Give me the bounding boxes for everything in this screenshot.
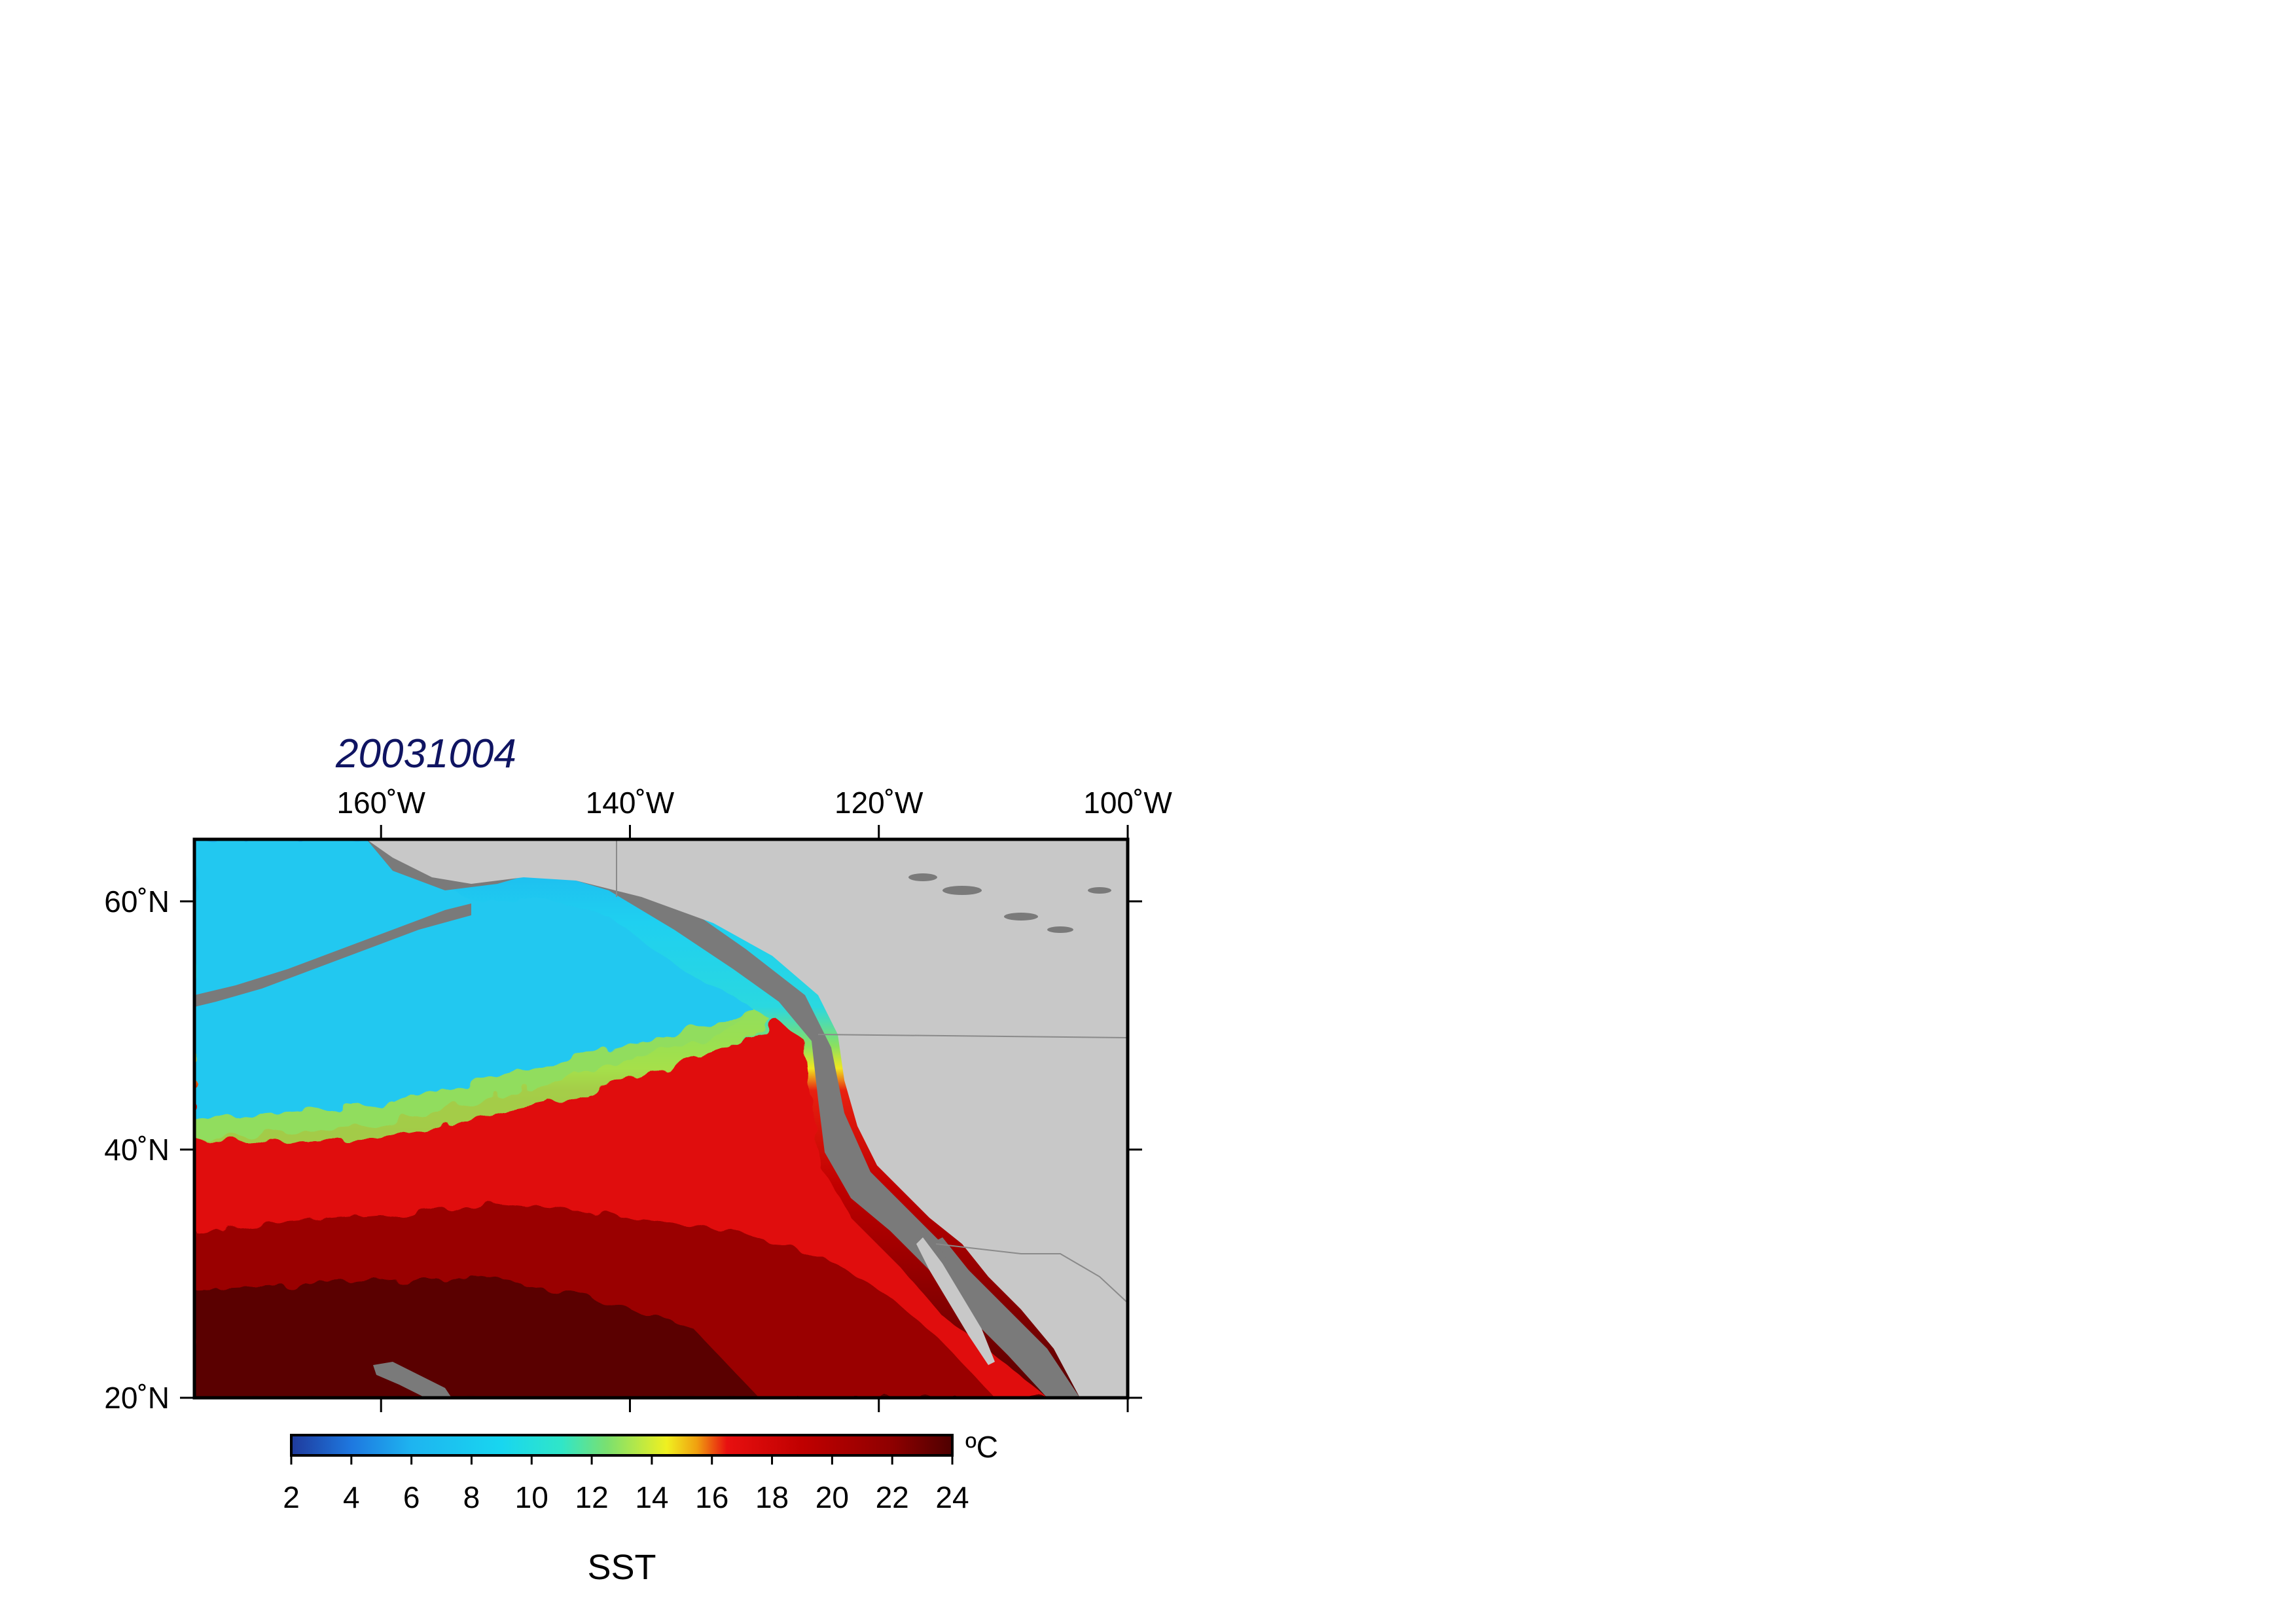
- lat-tick-label: 40˚N: [104, 1133, 170, 1167]
- latitude-axis: 60˚N 40˚N 20˚N: [104, 884, 1142, 1415]
- colorbar-gradient: [290, 1434, 954, 1457]
- colorbar-tick-label: 16: [695, 1480, 728, 1514]
- lat-tick-label: 20˚N: [104, 1381, 170, 1415]
- colorbar-tick-label: 6: [403, 1480, 420, 1514]
- colorbar-tick-label: 18: [755, 1480, 789, 1514]
- hawaii-islands: [373, 1362, 452, 1398]
- canada-us-border: [817, 1034, 1128, 1038]
- colorbar-tick-label: 20: [816, 1480, 849, 1514]
- colorbar-tick-label: 12: [575, 1480, 609, 1514]
- baja-peninsula: [916, 1237, 995, 1365]
- lon-tick-label: 120˚W: [834, 786, 924, 820]
- map-frame: [192, 837, 1130, 1400]
- lon-tick-label: 140˚W: [586, 786, 675, 820]
- longitude-axis: 160˚W 140˚W 120˚W 100˚W: [336, 786, 1172, 1412]
- colorbar-tick-label: 22: [876, 1480, 909, 1514]
- gulf-of-california: [936, 1237, 1034, 1359]
- colorbar-tick-label: 2: [283, 1480, 300, 1514]
- colorbar-tick-label: 10: [515, 1480, 548, 1514]
- cold-water-region: [194, 839, 753, 1139]
- north-america-land: [367, 839, 1128, 1398]
- transition-band: [194, 1008, 772, 1146]
- map-panel: [194, 839, 1128, 1398]
- colorbar-tick-label: 24: [935, 1480, 969, 1514]
- map-title: 20031004: [335, 731, 516, 776]
- lat-tick-label: 60˚N: [104, 884, 170, 919]
- colorbar-tick-label: 14: [635, 1480, 668, 1514]
- colorbar: ºC 2 4 6 8 10 12 14 16 18 20 22 24 SST: [283, 1430, 998, 1587]
- lon-tick-label: 160˚W: [336, 786, 425, 820]
- lon-tick-label: 100˚W: [1083, 786, 1172, 820]
- colorbar-ticks: 2 4 6 8 10 12 14 16 18 20 22 24: [283, 1455, 969, 1514]
- inland-lakes: [908, 873, 1111, 933]
- us-mexico-border: [935, 1243, 1128, 1304]
- aleutian-shelf: [194, 903, 471, 1007]
- colorbar-tick-label: 4: [343, 1480, 360, 1514]
- colorbar-unit: ºC: [965, 1430, 998, 1464]
- colorbar-variable: SST: [587, 1548, 656, 1587]
- colorbar-tick-label: 8: [463, 1480, 480, 1514]
- warm-water-darkest: [194, 1277, 759, 1398]
